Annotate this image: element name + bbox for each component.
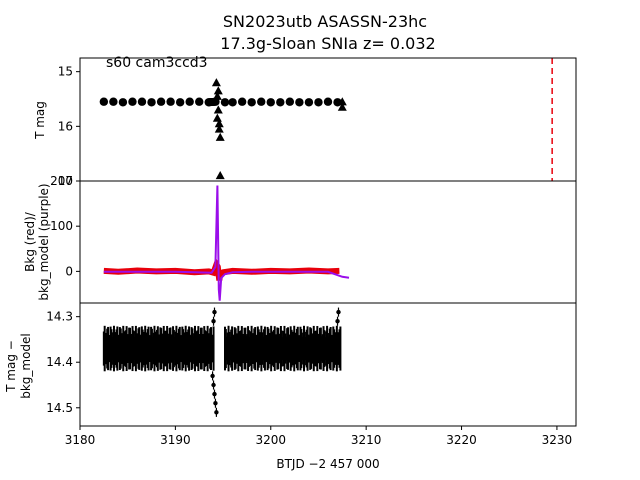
panel-bottom: 14.3 14.4 14.5 3180 3190 3200 3210 3220 3230 (46, 302, 577, 447)
top-circle-point (266, 98, 275, 107)
top-circle-point (195, 97, 204, 106)
top-triangle-marker (212, 91, 222, 100)
top-triangle-marker (212, 113, 222, 122)
top-circle-point (247, 98, 256, 107)
top-circle-point (137, 97, 147, 106)
top-triangle-marker (215, 132, 225, 141)
top-triangle-marker (214, 124, 224, 133)
top-circle-point (156, 97, 166, 106)
top-frame (79, 57, 577, 182)
top-circle-point (257, 97, 266, 106)
background-model-series-line (103, 185, 350, 301)
top-circle-point (295, 98, 304, 107)
bottom-xtick-label: 3200 (255, 433, 286, 447)
top-circle-point (128, 97, 137, 106)
bottom-plot-area (102, 307, 342, 417)
top-circle-point (99, 97, 109, 106)
sector-annotation: s60 cam3ccd3 (106, 55, 208, 71)
middle-ytick-label: 100 (50, 219, 73, 233)
chart-title-line1: SN2023utb ASASSN-23hc (223, 12, 427, 31)
top-circle-point (175, 98, 185, 107)
top-plot-area (99, 58, 553, 181)
bottom-ytick-label: 14.4 (46, 355, 73, 369)
top-ylabel: T mag (33, 101, 47, 140)
top-ytick-label: 17 (58, 174, 73, 188)
top-triangle-marker (214, 119, 224, 128)
middle-frame (79, 180, 577, 304)
top-circle-point (228, 98, 237, 107)
top-circle-point (118, 98, 128, 107)
top-triangle-marker (215, 171, 225, 180)
top-circle-point (147, 98, 156, 107)
panel-top: 15 16 17 (58, 57, 577, 188)
top-circle-point (314, 98, 323, 107)
top-circle-point (276, 98, 285, 107)
middle-ylabel-line2: bkg_model (purple) (37, 183, 51, 300)
bottom-xtick-label: 3230 (542, 433, 573, 447)
middle-ytick-label: 0 (65, 264, 73, 278)
x-axis-label: BTJD −2 457 000 (276, 457, 379, 471)
bottom-xtick-label: 3180 (65, 433, 96, 447)
top-triangle-marker (337, 102, 347, 111)
top-circle-point (220, 98, 230, 107)
bottom-xtick-label: 3190 (160, 433, 191, 447)
top-triangle-marker (213, 105, 223, 114)
middle-ylabel-line1: Bkg (red)/ (23, 211, 37, 272)
top-ytick-label: 16 (58, 119, 73, 133)
panel-middle: 0 100 200 (50, 174, 577, 304)
top-ytick-label: 15 (58, 65, 73, 79)
top-circle-point (237, 97, 247, 106)
top-circle-point (185, 97, 194, 106)
top-circle-point (204, 98, 213, 107)
top-triangle-marker (211, 78, 221, 87)
middle-ytick-label: 200 (50, 174, 73, 188)
bottom-ylabel-line2: bkg_model (19, 333, 33, 399)
middle-plot-area (103, 185, 350, 301)
top-triangle-marker (213, 86, 223, 95)
top-circle-point (166, 97, 175, 106)
bottom-frame (79, 302, 577, 427)
top-circle-point (323, 97, 333, 106)
top-circle-point (285, 97, 295, 106)
bottom-xtick-label: 3210 (351, 433, 382, 447)
top-triangle-marker (337, 97, 347, 106)
bottom-xtick-label: 3220 (446, 433, 477, 447)
bottom-ytick-label: 14.3 (46, 310, 73, 324)
top-circle-point (109, 97, 118, 106)
bottom-ylabel-line1: T mag − (4, 340, 18, 393)
bottom-ytick-label: 14.5 (46, 401, 73, 415)
top-circle-point (304, 98, 314, 107)
chart-title-line2: 17.3g-Sloan SNIa z= 0.032 (220, 34, 435, 53)
